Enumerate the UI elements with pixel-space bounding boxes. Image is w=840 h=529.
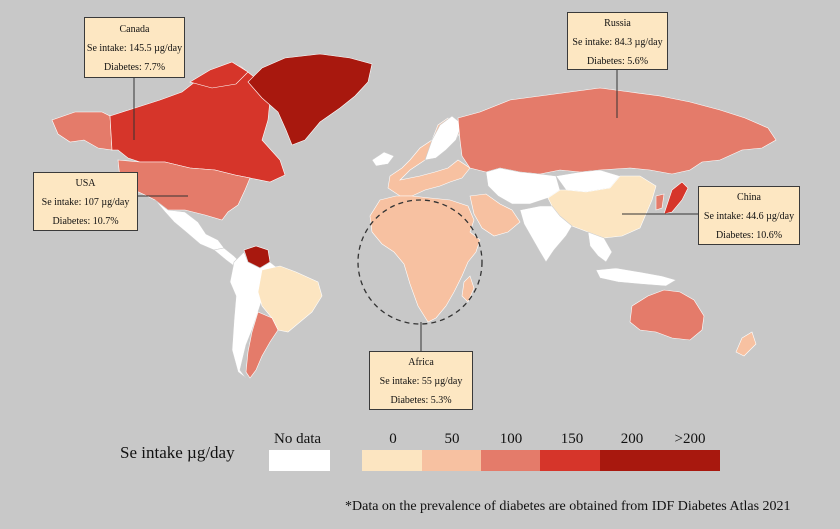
region-africa — [369, 195, 481, 323]
callout-africa: Africa Se intake: 55 µg/day Diabetes: 5.… — [369, 351, 473, 410]
region-new-zealand — [735, 331, 757, 357]
legend-tick-over200: >200 — [674, 431, 706, 447]
callout-russia-intake: Se intake: 84.3 µg/day — [572, 37, 663, 48]
region-alaska — [51, 111, 113, 151]
legend-swatch-3 — [481, 450, 540, 471]
callout-canada: Canada Se intake: 145.5 µg/day Diabetes:… — [84, 17, 185, 78]
callout-russia-diabetes: Diabetes: 5.6% — [586, 56, 649, 67]
callout-canada-diabetes: Diabetes: 7.7% — [103, 62, 166, 73]
callout-china-diabetes: Diabetes: 10.6% — [715, 230, 783, 241]
callout-africa-name: Africa — [408, 357, 434, 368]
region-india — [519, 205, 573, 263]
legend-tick-50: 50 — [444, 431, 460, 447]
region-greenland — [247, 53, 373, 146]
callout-russia-name: Russia — [604, 18, 631, 29]
region-argentina — [245, 311, 279, 379]
footnote: *Data on the prevalence of diabetes are … — [345, 499, 791, 514]
legend-swatch-2 — [422, 450, 481, 471]
region-middle-east — [469, 193, 521, 237]
region-madagascar — [461, 275, 475, 303]
region-brazil — [257, 265, 323, 333]
africa-highlight-circle — [357, 199, 483, 325]
region-indonesia — [595, 267, 677, 287]
region-iceland — [371, 151, 395, 167]
legend-swatch-5 — [600, 450, 659, 471]
region-korea — [655, 193, 665, 211]
legend-nodata-swatch — [269, 450, 330, 471]
legend-title: Se intake µg/day — [120, 443, 235, 462]
callout-usa: USA Se intake: 107 µg/day Diabetes: 10.7… — [33, 172, 138, 231]
legend-nodata-label: No data — [274, 431, 322, 447]
callout-canada-name: Canada — [119, 24, 150, 35]
legend-tick-100: 100 — [499, 431, 523, 447]
callout-usa-intake: Se intake: 107 µg/day — [41, 197, 130, 208]
callout-china-intake: Se intake: 44.6 µg/day — [703, 211, 795, 222]
callout-china: China Se intake: 44.6 µg/day Diabetes: 1… — [698, 186, 800, 245]
region-australia — [629, 289, 705, 341]
legend-swatch-4 — [540, 450, 600, 471]
region-southeast-asia — [587, 231, 613, 263]
legend-swatch-1 — [362, 450, 422, 471]
callout-usa-name: USA — [75, 178, 96, 189]
region-scandinavia — [424, 115, 463, 161]
legend-tick-0: 0 — [389, 431, 397, 447]
region-canada-islands — [189, 61, 249, 89]
callout-usa-diabetes: Diabetes: 10.7% — [52, 216, 119, 227]
callout-china-name: China — [737, 192, 761, 203]
legend-tick-150: 150 — [560, 431, 584, 447]
callout-africa-diabetes: Diabetes: 5.3% — [390, 395, 452, 406]
callout-russia: Russia Se intake: 84.3 µg/day Diabetes: … — [567, 12, 668, 70]
callout-africa-intake: Se intake: 55 µg/day — [379, 376, 463, 387]
callout-canada-intake: Se intake: 145.5 µg/day — [86, 43, 183, 54]
legend-swatch-6 — [659, 450, 720, 471]
region-usa — [117, 159, 251, 221]
region-japan — [663, 181, 689, 215]
legend-tick-200: 200 — [620, 431, 644, 447]
